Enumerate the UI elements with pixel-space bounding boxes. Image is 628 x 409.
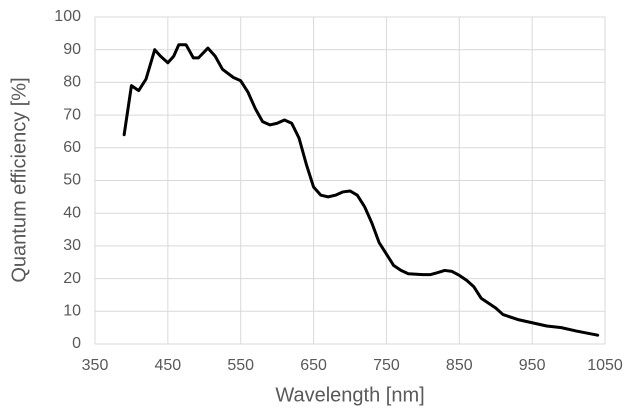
x-tick-label: 450 xyxy=(155,357,182,374)
y-tick-label: 40 xyxy=(63,204,81,221)
y-tick-label: 20 xyxy=(63,270,81,287)
y-tick-label: 50 xyxy=(63,172,81,189)
y-tick-label: 90 xyxy=(63,41,81,58)
y-tick-label: 70 xyxy=(63,106,81,123)
y-tick-label: 80 xyxy=(63,74,81,91)
y-tick-label: 10 xyxy=(63,303,81,320)
x-axis-label: Wavelength [nm] xyxy=(275,384,424,406)
x-tick-label: 1050 xyxy=(587,357,623,374)
y-axis-label: Quantum efficiency [%] xyxy=(8,77,30,282)
x-tick-label: 850 xyxy=(446,357,473,374)
x-tick-label: 950 xyxy=(519,357,546,374)
x-tick-label: 750 xyxy=(373,357,400,374)
data-line xyxy=(122,43,600,337)
y-tick-label: 30 xyxy=(63,237,81,254)
y-tick-label: 100 xyxy=(54,8,81,25)
x-tick-label: 650 xyxy=(300,357,327,374)
y-tick-label: 0 xyxy=(72,335,81,352)
x-tick-label: 550 xyxy=(227,357,254,374)
y-tick-label: 60 xyxy=(63,139,81,156)
x-tick-label: 350 xyxy=(82,357,109,374)
